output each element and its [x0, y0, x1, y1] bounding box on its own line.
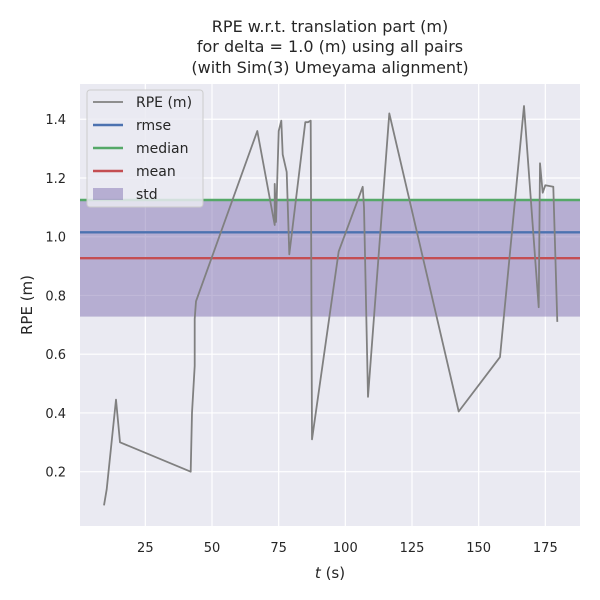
legend-label: std: [136, 187, 158, 203]
y-tick-label: 0.4: [45, 407, 66, 422]
y-tick-label: 0.8: [45, 289, 66, 304]
x-tick-label: 100: [333, 541, 358, 556]
y-axis-label: RPE (m): [18, 275, 36, 335]
y-tick-label: 1.2: [45, 172, 66, 187]
x-tick-label: 175: [533, 541, 558, 556]
x-tick-label: 25: [137, 541, 154, 556]
chart-title-line-3: (with Sim(3) Umeyama alignment): [191, 58, 468, 77]
legend-label: RPE (m): [136, 95, 192, 111]
x-tick-label: 150: [466, 541, 491, 556]
rpe-line: [103, 105, 559, 506]
x-axis-label-var: t: [315, 564, 322, 582]
legend-box: [86, 89, 204, 208]
x-tick-label: 75: [270, 541, 287, 556]
legend-swatch: [93, 188, 123, 200]
y-tick-label: 1.0: [45, 231, 66, 246]
rpe-series: [103, 105, 559, 506]
y-tick-labels: 0.2 0.4 0.6 0.8 1.0 1.2 1.4: [45, 113, 66, 480]
x-tick-label: 50: [204, 541, 221, 556]
y-tick-label: 0.6: [45, 348, 66, 363]
legend-label: median: [136, 141, 188, 157]
y-tick-label: 0.2: [45, 466, 66, 481]
chart-title-line-1: RPE w.r.t. translation part (m): [212, 17, 448, 36]
y-tick-label: 1.4: [45, 113, 66, 128]
x-axis-label: t (s): [315, 564, 345, 582]
legend: RPE (m) rmse median mean std: [86, 89, 204, 208]
legend-label: rmse: [136, 118, 171, 134]
x-axis-label-unit: (s): [321, 564, 345, 582]
chart-title-line-2: for delta = 1.0 (m) using all pairs: [197, 37, 463, 56]
x-tick-label: 125: [400, 541, 425, 556]
legend-label: mean: [136, 164, 176, 180]
x-tick-labels: 25 50 75 100 125 150 175: [137, 541, 558, 556]
